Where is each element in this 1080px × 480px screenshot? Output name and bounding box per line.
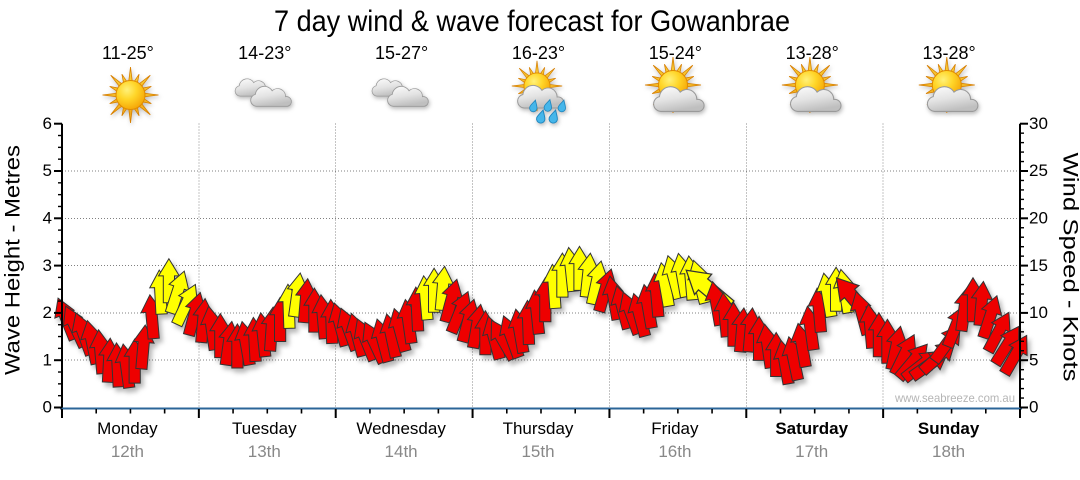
svg-text:14th: 14th [385, 442, 418, 461]
svg-text:0: 0 [1029, 398, 1038, 417]
svg-text:Friday: Friday [651, 419, 699, 438]
svg-text:25: 25 [1029, 161, 1048, 180]
svg-text:18th: 18th [932, 442, 965, 461]
svg-text:Thursday: Thursday [503, 419, 574, 438]
svg-text:0: 0 [43, 398, 52, 417]
svg-text:5: 5 [1029, 350, 1038, 369]
svg-text:12th: 12th [111, 442, 144, 461]
svg-text:10: 10 [1029, 303, 1048, 322]
svg-text:Tuesday: Tuesday [232, 419, 297, 438]
svg-text:13th: 13th [248, 442, 281, 461]
svg-text:15: 15 [1029, 256, 1048, 275]
svg-text:30: 30 [1029, 114, 1048, 133]
svg-text:13-28°: 13-28° [922, 43, 975, 63]
svg-text:7 day wind & wave forecast for: 7 day wind & wave forecast for Gowanbrae [274, 5, 790, 38]
svg-text:www.seabreeze.com.au: www.seabreeze.com.au [894, 391, 1015, 405]
svg-text:17th: 17th [795, 442, 828, 461]
svg-text:14-23°: 14-23° [238, 43, 291, 63]
svg-text:15-24°: 15-24° [649, 43, 702, 63]
svg-text:11-25°: 11-25° [102, 43, 154, 63]
svg-text:2: 2 [43, 303, 52, 322]
svg-text:Wind Speed - Knots: Wind Speed - Knots [1059, 153, 1080, 382]
svg-text:15-27°: 15-27° [375, 43, 428, 63]
svg-text:6: 6 [43, 114, 52, 133]
svg-text:3: 3 [43, 256, 52, 275]
svg-text:16th: 16th [658, 442, 691, 461]
svg-text:15th: 15th [521, 442, 554, 461]
svg-text:Wednesday: Wednesday [356, 419, 446, 438]
svg-text:1: 1 [43, 350, 52, 369]
svg-text:Saturday: Saturday [775, 419, 848, 438]
svg-text:4: 4 [43, 209, 52, 228]
svg-text:5: 5 [43, 161, 52, 180]
svg-text:13-28°: 13-28° [786, 43, 839, 63]
svg-text:Monday: Monday [97, 419, 158, 438]
svg-text:Wave Height - Metres: Wave Height - Metres [2, 145, 25, 375]
svg-text:Sunday: Sunday [918, 419, 980, 438]
svg-text:16-23°: 16-23° [512, 43, 565, 63]
svg-text:20: 20 [1029, 209, 1048, 228]
